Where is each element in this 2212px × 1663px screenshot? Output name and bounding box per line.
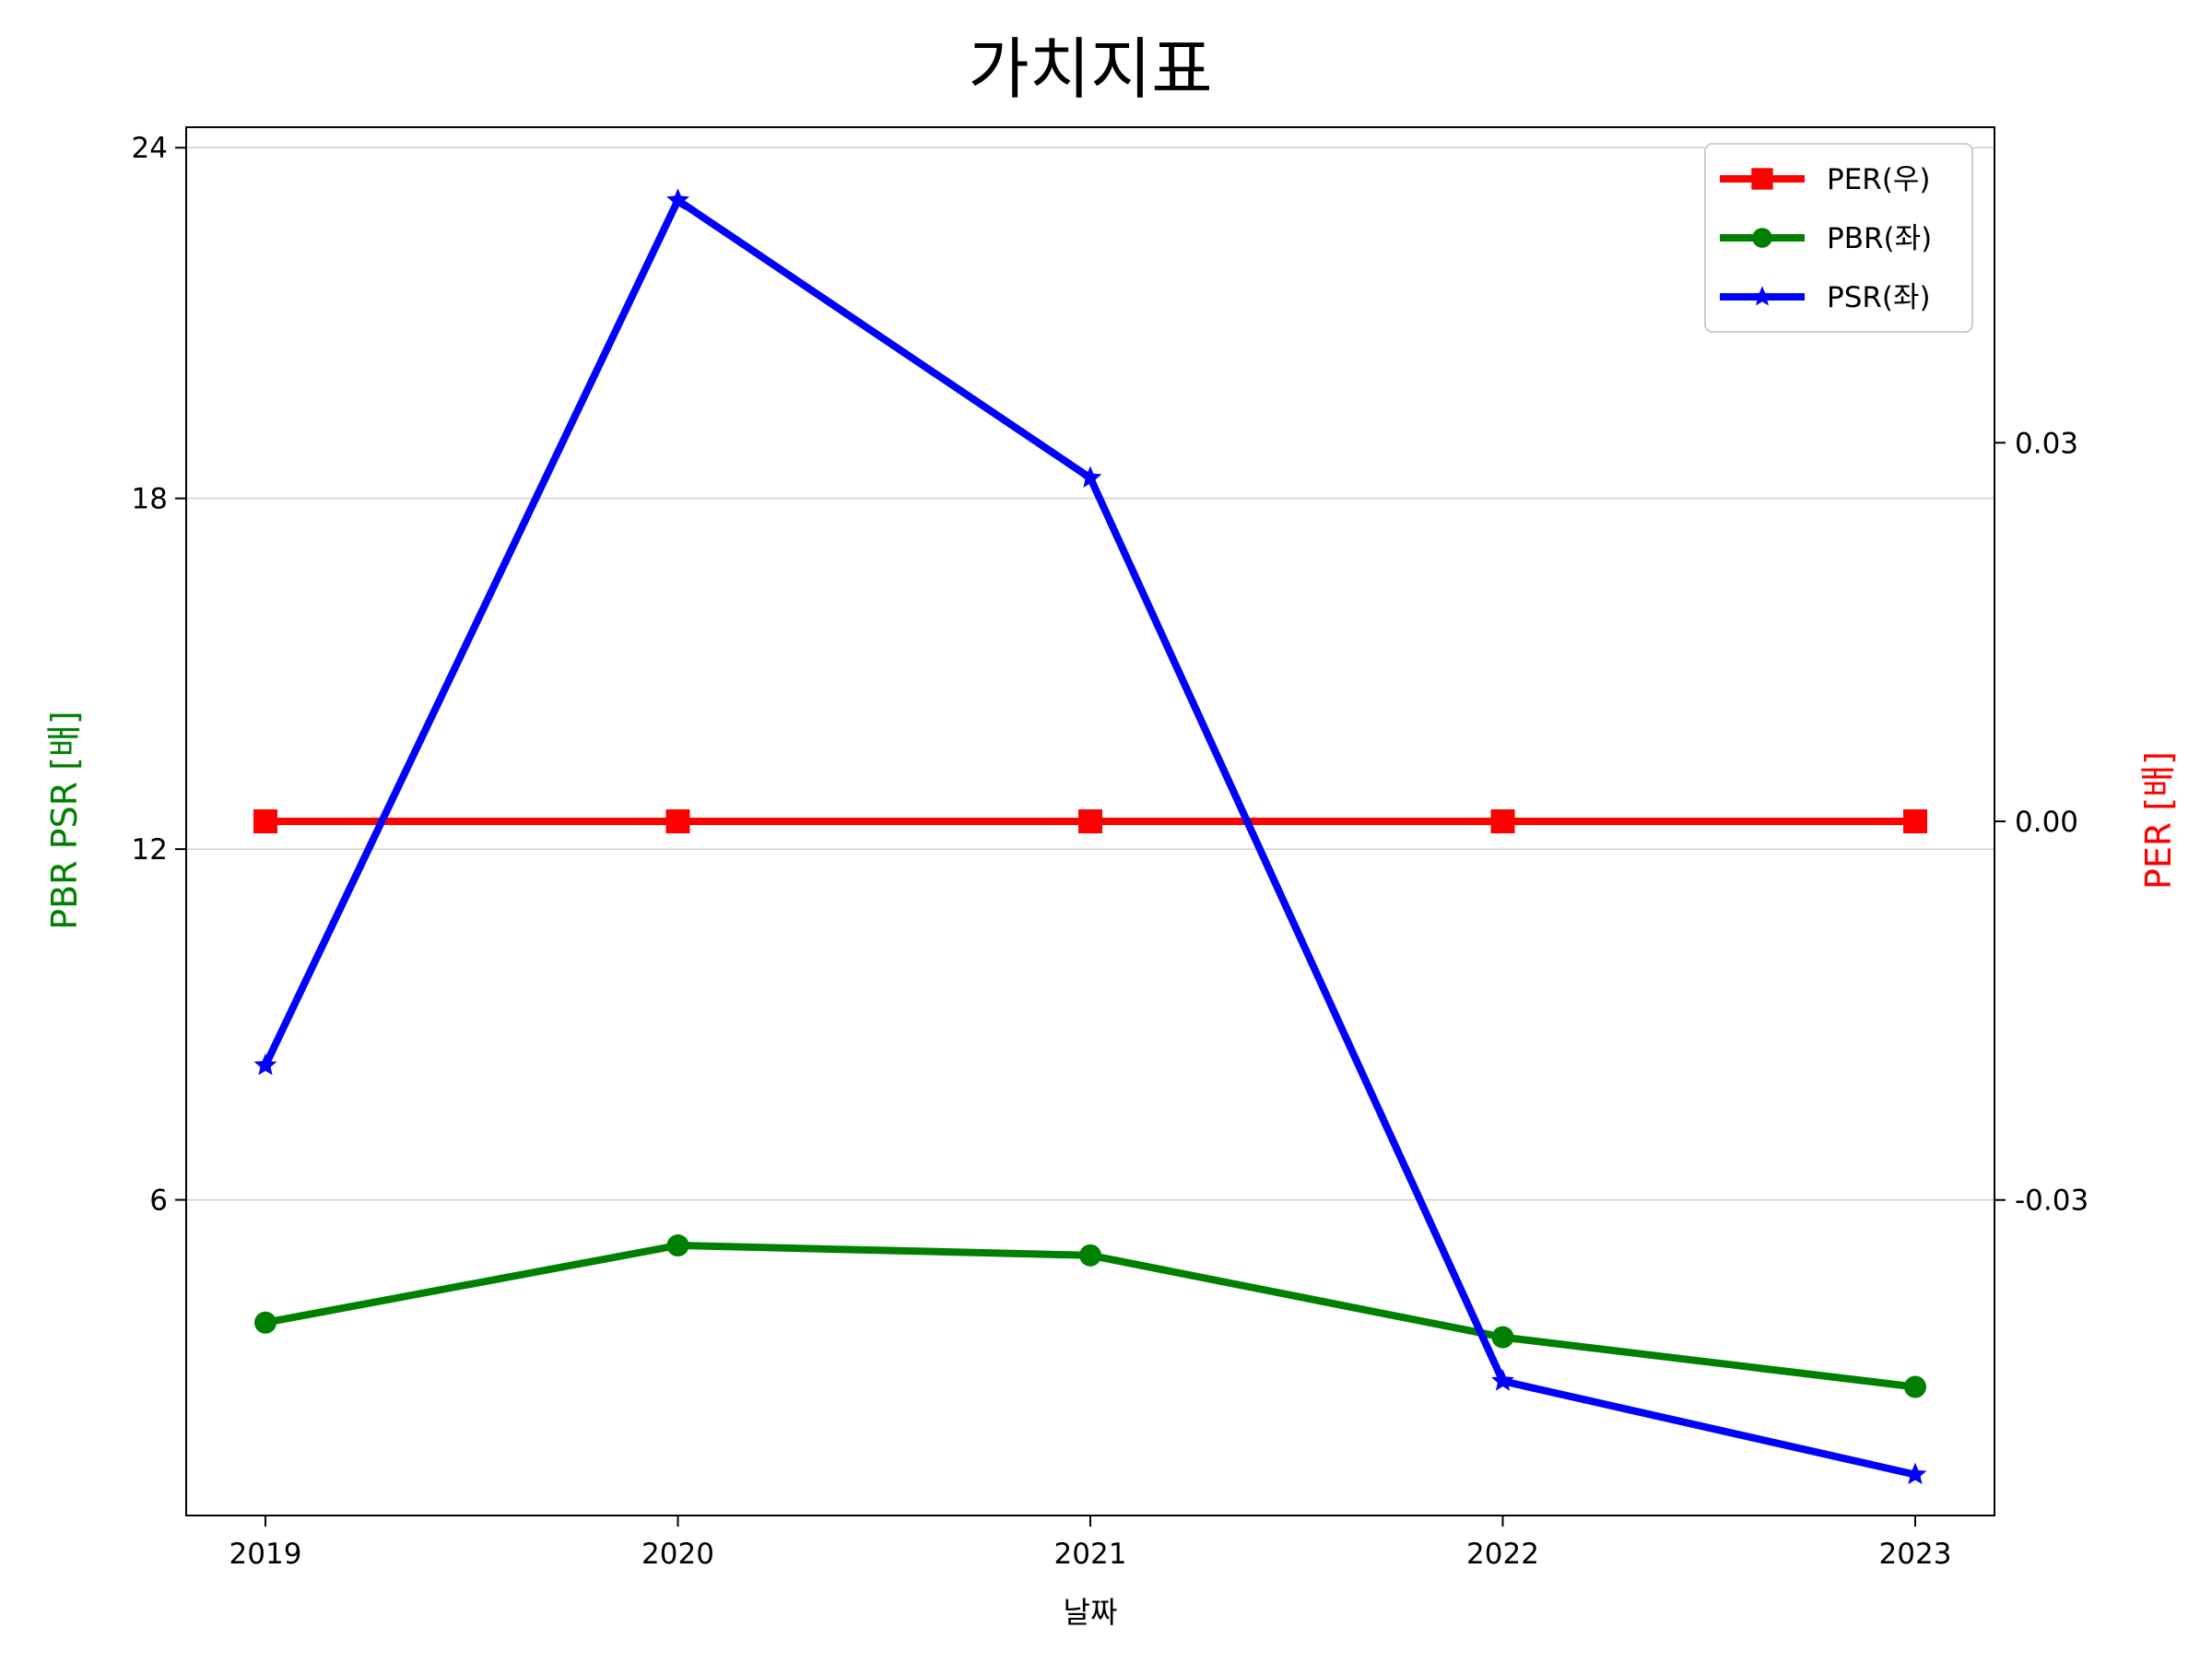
data-point-2019 bbox=[254, 1311, 276, 1334]
series-PBR(좌) bbox=[254, 1234, 1926, 1398]
x-tick-label: 2022 bbox=[1466, 1538, 1539, 1571]
y-left-tick-label: 12 bbox=[132, 833, 168, 867]
series-PSR(좌) bbox=[253, 188, 1927, 1485]
x-tick-label: 2023 bbox=[1879, 1538, 1952, 1571]
data-point-2022 bbox=[1491, 1326, 1514, 1349]
data-point-2022 bbox=[1491, 1369, 1514, 1391]
data-point-2020 bbox=[666, 1234, 689, 1257]
legend-items: PER(우) PBR(좌) PSR(좌) bbox=[1720, 163, 1932, 314]
y-axis-left-label: PBR PSR [배] bbox=[44, 711, 85, 930]
data-point-2019 bbox=[253, 809, 277, 833]
chart-title: 가치지표 bbox=[969, 30, 1213, 108]
data-point-2019 bbox=[253, 1053, 277, 1076]
data-point-2023 bbox=[1903, 809, 1927, 833]
y-right-tick-label: 0.00 bbox=[2015, 806, 2078, 839]
legend: PER(우) PBR(좌) PSR(좌) bbox=[1704, 143, 1973, 333]
x-tick-label: 2021 bbox=[1054, 1538, 1127, 1571]
y-left-tick-label: 18 bbox=[132, 483, 168, 516]
legend-label: PSR(좌) bbox=[1827, 281, 1931, 314]
series-PER(우) bbox=[253, 809, 1927, 833]
data-point-2020 bbox=[666, 188, 689, 210]
data-point-2023 bbox=[1903, 1462, 1927, 1485]
legend-label: PBR(좌) bbox=[1827, 222, 1932, 255]
legend-swatch-marker bbox=[1751, 286, 1773, 306]
legend-label: PER(우) bbox=[1827, 163, 1931, 196]
legend-box bbox=[1704, 143, 1973, 333]
legend-entry: PSR(좌) bbox=[1720, 281, 1931, 314]
x-axis-label: 날짜 bbox=[1064, 1595, 1118, 1630]
axis-layer: 6 12 18 24 -0.03 0.00 0.03 2019 2020 2021 2022 2023 bbox=[132, 132, 2089, 1571]
y-axis-right-label: PER [배] bbox=[2138, 751, 2179, 890]
x-tick-label: 2019 bbox=[229, 1538, 302, 1571]
data-point-2020 bbox=[665, 809, 690, 833]
data-point-2023 bbox=[1904, 1375, 1926, 1398]
data-point-2022 bbox=[1490, 809, 1515, 833]
y-left-tick-label: 6 bbox=[149, 1185, 168, 1218]
x-tick-label: 2020 bbox=[641, 1538, 714, 1571]
series-layer bbox=[253, 188, 1927, 1485]
data-point-2021 bbox=[1078, 466, 1102, 488]
y-left-tick-label: 24 bbox=[132, 132, 168, 165]
grid-lines bbox=[186, 147, 1994, 1201]
legend-entry: PBR(좌) bbox=[1720, 222, 1932, 255]
data-point-2021 bbox=[1078, 809, 1102, 833]
y-right-tick-label: -0.03 bbox=[2015, 1185, 2088, 1218]
legend-swatch-marker bbox=[1751, 168, 1773, 190]
data-point-2021 bbox=[1079, 1244, 1101, 1267]
y-right-tick-label: 0.03 bbox=[2015, 427, 2078, 460]
legend-entry: PER(우) bbox=[1720, 163, 1931, 196]
legend-swatch-marker bbox=[1752, 228, 1772, 248]
